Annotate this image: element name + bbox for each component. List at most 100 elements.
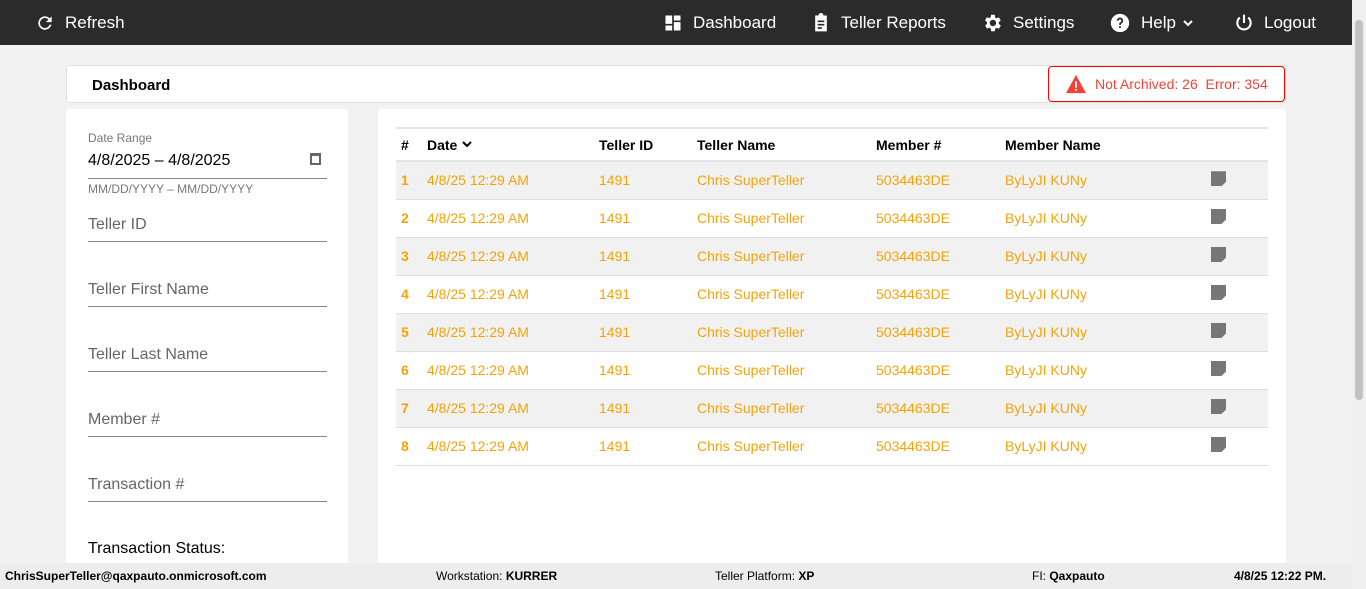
note-icon[interactable] — [1211, 437, 1226, 452]
user-email: ChrisSuperTeller@qaxpauto.onmicrosoft.co… — [5, 569, 267, 583]
transaction-status-label: Transaction Status: — [88, 540, 226, 557]
table-row[interactable]: 6 4/8/25 12:29 AM 1491 Chris SuperTeller 503… — [396, 351, 1268, 390]
row-number: 7 — [396, 389, 422, 428]
nav-dashboard[interactable]: Dashboard — [663, 0, 776, 45]
note-icon[interactable] — [1211, 171, 1226, 187]
teller-last-name-input[interactable]: Teller Last Name — [88, 340, 327, 372]
teller-id-input[interactable]: Teller ID — [88, 210, 327, 242]
fi-label: FI: — [1032, 569, 1046, 583]
member-placeholder: Member # — [88, 411, 161, 428]
col-member-name: Member Name — [1000, 127, 1196, 162]
table-row[interactable]: 8 4/8/25 12:29 AM 1491 Chris SuperTeller 503… — [396, 427, 1268, 466]
row-number: 2 — [396, 199, 422, 238]
col-teller-name: Teller Name — [692, 127, 871, 162]
archive-alert[interactable]: Not Archived: 26 Error: 354 — [1048, 66, 1285, 102]
alert-text: Not Archived: 26 Error: 354 — [1095, 76, 1268, 92]
refresh-icon — [38, 15, 52, 30]
note-icon[interactable] — [1211, 361, 1226, 376]
row-date: 4/8/25 12:29 AM — [422, 199, 594, 238]
table-row[interactable]: 2 4/8/25 12:29 AM 1491 Chris SuperTeller 503… — [396, 199, 1268, 238]
row-teller-id: 1491 — [594, 199, 692, 238]
scrollbar[interactable] — [1352, 0, 1366, 589]
transactions-table: # Date Teller ID Teller Name Member # Me… — [396, 127, 1268, 466]
first-name-placeholder: Teller First Name — [88, 281, 209, 298]
row-member-name: ByLyJI KUNy — [1000, 427, 1196, 466]
row-member-name: ByLyJI KUNy — [1000, 313, 1196, 352]
clipboard-icon — [815, 12, 827, 31]
row-note-cell — [1196, 427, 1268, 466]
note-icon[interactable] — [1211, 285, 1226, 300]
date-range-label: Date Range — [88, 131, 153, 145]
col-date-label: Date — [427, 136, 458, 153]
transactions-panel: # Date Teller ID Teller Name Member # Me… — [378, 109, 1286, 569]
note-icon[interactable] — [1211, 399, 1226, 414]
row-date: 4/8/25 12:29 AM — [422, 427, 594, 466]
dashboard-label: Dashboard — [693, 12, 777, 32]
row-teller-name: Chris SuperTeller — [692, 275, 871, 314]
help-icon — [1110, 13, 1130, 32]
row-number: 8 — [396, 427, 422, 466]
settings-label: Settings — [1013, 12, 1075, 32]
row-teller-id: 1491 — [594, 351, 692, 390]
nav-teller-reports[interactable]: Teller Reports — [811, 0, 946, 45]
row-note-cell — [1196, 275, 1268, 314]
teller-first-name-input[interactable]: Teller First Name — [88, 275, 327, 307]
row-note-cell — [1196, 389, 1268, 428]
row-date: 4/8/25 12:29 AM — [422, 313, 594, 352]
fi-value: Qaxpauto — [1049, 569, 1105, 583]
row-member-number: 5034463DE — [871, 199, 1000, 238]
chevron-down-icon — [1183, 19, 1193, 26]
row-member-name: ByLyJI KUNy — [1000, 389, 1196, 428]
workstation-label: Workstation: — [436, 569, 503, 583]
refresh-button[interactable]: Refresh — [35, 0, 125, 45]
row-teller-id: 1491 — [594, 161, 692, 200]
member-number-input[interactable]: Member # — [88, 405, 327, 437]
row-number: 4 — [396, 275, 422, 314]
teller-id-placeholder: Teller ID — [88, 216, 147, 233]
row-teller-name: Chris SuperTeller — [692, 237, 871, 276]
page-title: Dashboard — [92, 77, 171, 94]
col-number: # — [396, 127, 422, 162]
scrollbar-thumb[interactable] — [1355, 20, 1363, 400]
row-date: 4/8/25 12:29 AM — [422, 161, 594, 200]
dashboard-icon — [665, 15, 681, 30]
table-row[interactable]: 4 4/8/25 12:29 AM 1491 Chris SuperTeller 503… — [396, 275, 1268, 314]
row-teller-name: Chris SuperTeller — [692, 389, 871, 428]
calendar-icon[interactable] — [310, 153, 321, 165]
table-row[interactable]: 7 4/8/25 12:29 AM 1491 Chris SuperTeller 503… — [396, 389, 1268, 428]
table-row[interactable]: 1 4/8/25 12:29 AM 1491 Chris SuperTeller 503… — [396, 161, 1268, 200]
row-note-cell — [1196, 351, 1268, 390]
platform-value: XP — [798, 569, 815, 583]
col-date[interactable]: Date — [422, 127, 594, 162]
row-teller-name: Chris SuperTeller — [692, 427, 871, 466]
row-number: 3 — [396, 237, 422, 276]
row-member-number: 5034463DE — [871, 161, 1000, 200]
row-date: 4/8/25 12:29 AM — [422, 351, 594, 390]
row-date: 4/8/25 12:29 AM — [422, 389, 594, 428]
date-range-input[interactable]: 4/8/2025 – 4/8/2025 — [88, 147, 327, 179]
nav-help[interactable]: Help — [1109, 0, 1194, 45]
nav-settings[interactable]: Settings — [981, 0, 1074, 45]
row-date: 4/8/25 12:29 AM — [422, 275, 594, 314]
transaction-number-input[interactable]: Transaction # — [88, 470, 327, 502]
date-range-value: 4/8/2025 – 4/8/2025 — [88, 152, 231, 169]
row-member-number: 5034463DE — [871, 389, 1000, 428]
table-row[interactable]: 3 4/8/25 12:29 AM 1491 Chris SuperTeller 503… — [396, 237, 1268, 276]
row-number: 5 — [396, 313, 422, 352]
top-nav: Refresh Dashboard Teller Reports Setting… — [0, 0, 1352, 45]
last-name-placeholder: Teller Last Name — [88, 346, 209, 363]
row-note-cell — [1196, 199, 1268, 238]
col-member-number: Member # — [871, 127, 1000, 162]
row-teller-id: 1491 — [594, 237, 692, 276]
note-icon[interactable] — [1211, 209, 1226, 224]
row-note-cell — [1196, 237, 1268, 276]
table-row[interactable]: 5 4/8/25 12:29 AM 1491 Chris SuperTeller 503… — [396, 313, 1268, 352]
nav-logout[interactable]: Logout — [1234, 0, 1316, 45]
note-icon[interactable] — [1211, 247, 1226, 262]
row-teller-id: 1491 — [594, 389, 692, 428]
gear-icon — [985, 14, 1001, 31]
row-teller-id: 1491 — [594, 313, 692, 352]
row-teller-name: Chris SuperTeller — [692, 351, 871, 390]
note-icon[interactable] — [1211, 323, 1226, 338]
col-teller-id: Teller ID — [594, 127, 692, 162]
